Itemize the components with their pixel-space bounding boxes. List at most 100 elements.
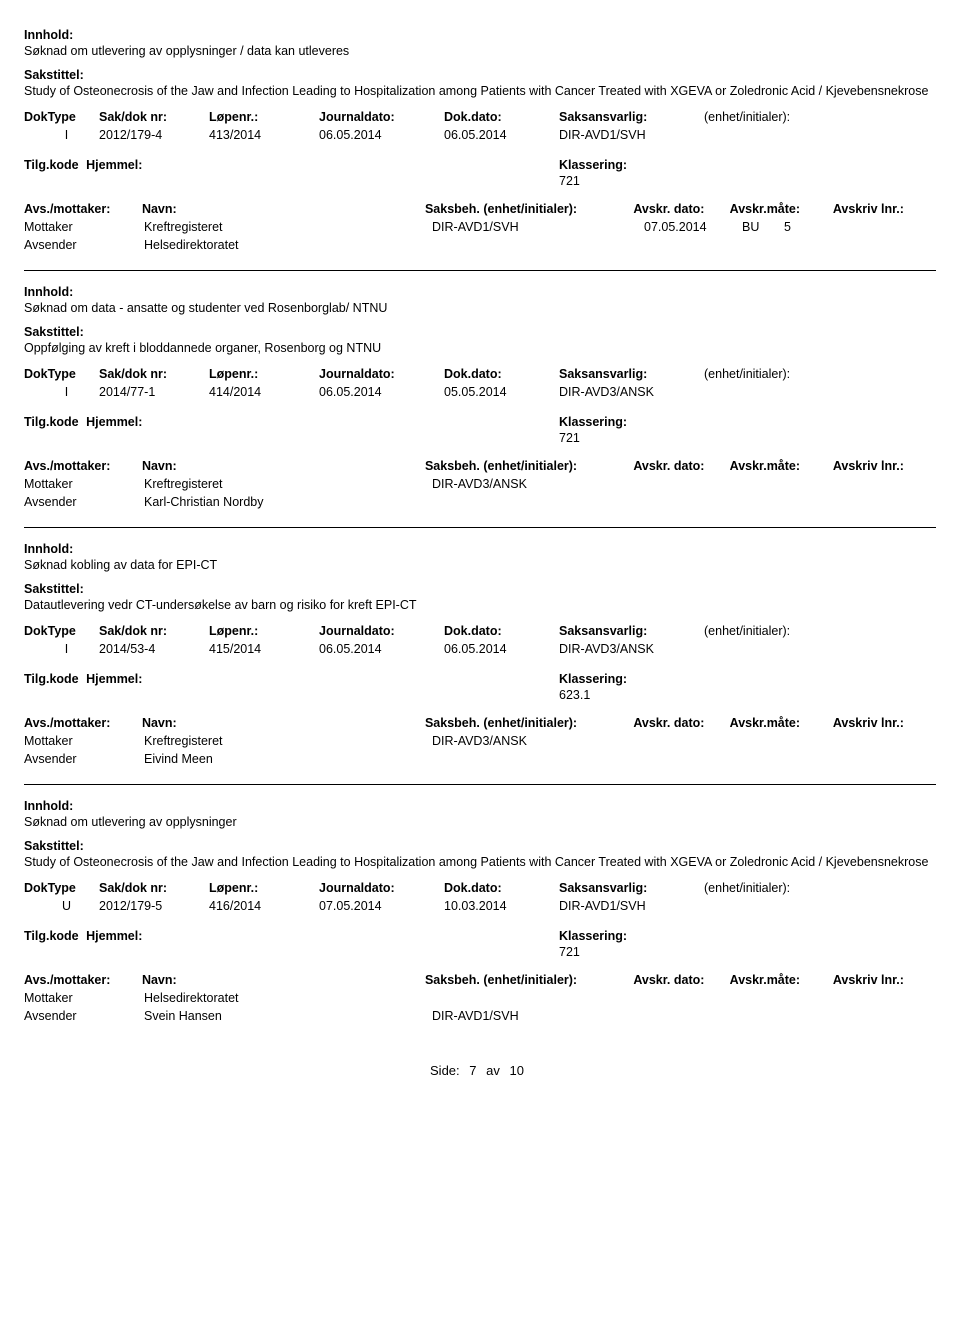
hjemmel-label: Hjemmel: (86, 158, 142, 172)
avskrlnr-label: Avskriv lnr.: (833, 973, 936, 987)
avsmottaker-label: Avs./mottaker: (24, 459, 142, 473)
party-avskrlnr (784, 495, 844, 509)
avskrdato-label: Avskr. dato: (633, 459, 729, 473)
metadata-header-row: DokType Sak/dok nr: Løpenr.: Journaldato… (24, 881, 936, 895)
avskrmate-label: Avskr.måte: (730, 202, 833, 216)
sakstittel-text: Datautlevering vedr CT-undersøkelse av b… (24, 598, 936, 612)
party-role: Avsender (24, 495, 144, 509)
party-navn: Kreftregisteret (144, 477, 432, 491)
party-saksbeh (432, 495, 644, 509)
sakstittel-text: Study of Osteonecrosis of the Jaw and In… (24, 84, 936, 98)
party-role: Avsender (24, 752, 144, 766)
saksbeh-label: Saksbeh. (enhet/initialer): (425, 459, 633, 473)
tilg-left: Tilg.kode Hjemmel: (24, 158, 559, 188)
avskrdato-label: Avskr. dato: (633, 973, 729, 987)
tilg-row: Tilg.kode Hjemmel: Klassering: 623.1 (24, 672, 936, 702)
party-avskrlnr (784, 238, 844, 252)
party-avskrmate (742, 477, 784, 491)
enhet-label: (enhet/initialer): (704, 367, 854, 381)
sakstittel-text: Study of Osteonecrosis of the Jaw and In… (24, 855, 936, 869)
party-saksbeh: DIR-AVD1/SVH (432, 1009, 644, 1023)
entry-divider (24, 527, 936, 528)
innhold-label: Innhold: (24, 542, 936, 556)
klassering-value: 623.1 (559, 688, 627, 702)
party-saksbeh: DIR-AVD3/ANSK (432, 734, 644, 748)
saksansvarlig-value: DIR-AVD3/ANSK (559, 642, 704, 656)
sakstittel-label: Sakstittel: (24, 68, 936, 82)
avskrdato-label: Avskr. dato: (633, 202, 729, 216)
klassering-block: Klassering: 721 (559, 415, 627, 445)
party-avskrdato (644, 238, 742, 252)
klassering-value: 721 (559, 431, 627, 445)
tilg-left: Tilg.kode Hjemmel: (24, 929, 559, 959)
tilg-left: Tilg.kode Hjemmel: (24, 415, 559, 445)
innhold-label: Innhold: (24, 799, 936, 813)
journaldato-value: 06.05.2014 (319, 128, 444, 142)
klassering-label: Klassering: (559, 158, 627, 172)
party-avskrmate (742, 1009, 784, 1023)
lopenr-label: Løpenr.: (209, 881, 319, 895)
doktype-label: DokType (24, 624, 99, 638)
journaldato-value: 06.05.2014 (319, 385, 444, 399)
avskrmate-label: Avskr.måte: (730, 716, 833, 730)
dokdato-value: 06.05.2014 (444, 128, 559, 142)
doktype-label: DokType (24, 881, 99, 895)
party-saksbeh (432, 238, 644, 252)
party-navn: Kreftregisteret (144, 734, 432, 748)
innhold-label: Innhold: (24, 285, 936, 299)
party-row: Avsender Helsedirektoratet (24, 238, 936, 252)
innhold-label: Innhold: (24, 28, 936, 42)
saksansvarlig-label: Saksansvarlig: (559, 881, 704, 895)
tilgkode-label: Tilg.kode (24, 672, 79, 686)
enhet-label: (enhet/initialer): (704, 624, 854, 638)
tilgkode-label: Tilg.kode (24, 415, 79, 429)
party-row: Mottaker Kreftregisteret DIR-AVD3/ANSK (24, 477, 936, 491)
party-avskrlnr (784, 752, 844, 766)
party-row: Avsender Karl-Christian Nordby (24, 495, 936, 509)
lopenr-value: 416/2014 (209, 899, 319, 913)
tilgkode-label: Tilg.kode (24, 929, 79, 943)
avsmottaker-label: Avs./mottaker: (24, 202, 142, 216)
party-navn: Kreftregisteret (144, 220, 432, 234)
sakdok-label: Sak/dok nr: (99, 367, 209, 381)
lopenr-value: 415/2014 (209, 642, 319, 656)
party-navn: Svein Hansen (144, 1009, 432, 1023)
metadata-value-row: I 2014/77-1 414/2014 06.05.2014 05.05.20… (24, 385, 936, 399)
party-avskrdato (644, 991, 742, 1005)
navn-label: Navn: (142, 459, 425, 473)
dokdato-label: Dok.dato: (444, 367, 559, 381)
parties-header-row: Avs./mottaker: Navn: Saksbeh. (enhet/ini… (24, 202, 936, 216)
party-avskrdato (644, 495, 742, 509)
footer-total-pages: 10 (510, 1063, 524, 1078)
avskrmate-label: Avskr.måte: (730, 973, 833, 987)
sakstittel-text: Oppfølging av kreft i bloddannede organe… (24, 341, 936, 355)
metadata-value-row: U 2012/179-5 416/2014 07.05.2014 10.03.2… (24, 899, 936, 913)
saksansvarlig-value: DIR-AVD1/SVH (559, 899, 704, 913)
party-avskrmate (742, 991, 784, 1005)
innhold-text: Søknad om data - ansatte og studenter ve… (24, 301, 936, 315)
doktype-value: U (24, 899, 99, 913)
party-avskrdato (644, 752, 742, 766)
innhold-text: Søknad om utlevering av opplysninger (24, 815, 936, 829)
page-footer: Side: 7 av 10 (24, 1063, 936, 1078)
party-avskrlnr (784, 734, 844, 748)
klassering-label: Klassering: (559, 672, 627, 686)
journaldato-label: Journaldato: (319, 367, 444, 381)
tilg-row: Tilg.kode Hjemmel: Klassering: 721 (24, 158, 936, 188)
journal-entry: Innhold: Søknad om utlevering av opplysn… (24, 28, 936, 252)
party-row: Avsender Eivind Meen (24, 752, 936, 766)
tilg-row: Tilg.kode Hjemmel: Klassering: 721 (24, 415, 936, 445)
innhold-text: Søknad kobling av data for EPI-CT (24, 558, 936, 572)
party-avskrmate: BU (742, 220, 784, 234)
journaldato-label: Journaldato: (319, 881, 444, 895)
party-role: Mottaker (24, 477, 144, 491)
sakdok-value: 2012/179-4 (99, 128, 209, 142)
avskrlnr-label: Avskriv lnr.: (833, 202, 936, 216)
party-row: Mottaker Helsedirektoratet (24, 991, 936, 1005)
journaldato-label: Journaldato: (319, 110, 444, 124)
klassering-value: 721 (559, 174, 627, 188)
party-row: Avsender Svein Hansen DIR-AVD1/SVH (24, 1009, 936, 1023)
saksbeh-label: Saksbeh. (enhet/initialer): (425, 973, 633, 987)
journal-entry: Innhold: Søknad kobling av data for EPI-… (24, 542, 936, 766)
footer-side-label: Side: (430, 1063, 460, 1078)
